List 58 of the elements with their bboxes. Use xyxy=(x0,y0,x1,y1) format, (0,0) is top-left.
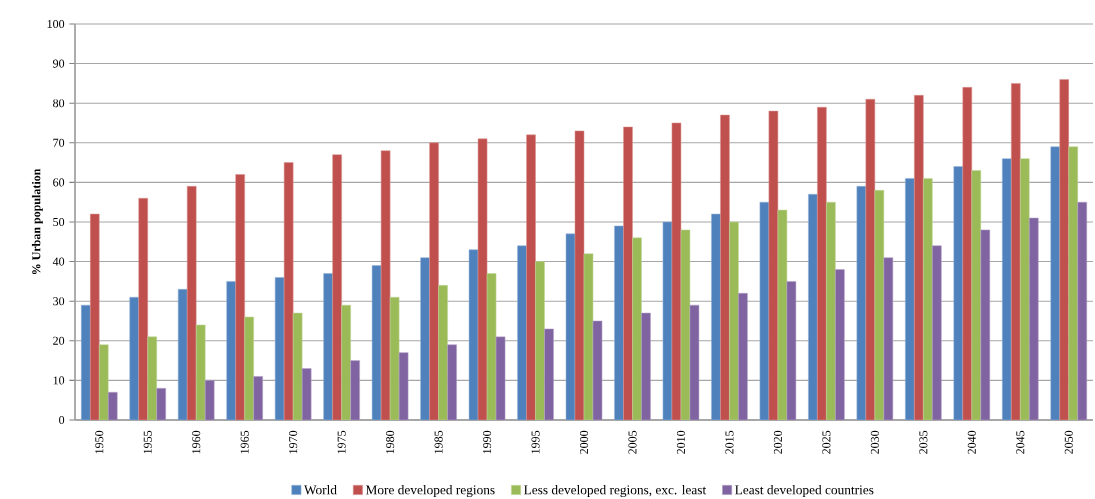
x-tick-label: 2030 xyxy=(870,430,879,454)
x-tick-label: 1960 xyxy=(192,430,201,454)
x-tick-label: 1970 xyxy=(289,430,298,454)
x-tick-label: 2025 xyxy=(822,430,831,454)
x-tick-label: 2045 xyxy=(1016,430,1025,454)
bar xyxy=(1059,79,1070,420)
bar xyxy=(429,142,439,420)
bar xyxy=(574,130,585,420)
bar xyxy=(332,154,342,420)
legend-label: Less developed regions, exc. least xyxy=(524,484,707,498)
bar xyxy=(89,213,100,420)
y-axis-title: % Urban population xyxy=(31,168,43,275)
y-tick-label: 90 xyxy=(52,59,65,68)
x-tick-label: 2005 xyxy=(628,430,637,454)
x-tick-label: 1955 xyxy=(143,430,152,454)
x-tick-label: 1985 xyxy=(434,430,443,454)
x-tick-label: 1990 xyxy=(483,430,492,454)
x-tick-label: 2000 xyxy=(579,430,589,454)
x-tick-label: 2040 xyxy=(967,430,976,454)
bar xyxy=(380,150,391,420)
bar xyxy=(817,106,827,420)
y-tick-label: 60 xyxy=(53,178,65,187)
bar xyxy=(671,122,682,420)
bar xyxy=(235,174,245,420)
x-tick-label: 2020 xyxy=(773,430,782,454)
y-tick-label: 0 xyxy=(59,415,65,425)
x-tick-label: 2035 xyxy=(919,430,928,454)
bar xyxy=(186,186,197,420)
bar xyxy=(914,95,924,420)
x-tick-label: 2015 xyxy=(725,430,734,454)
x-tick-label: 1950 xyxy=(95,430,104,454)
bar xyxy=(138,197,148,420)
legend-label: World xyxy=(304,484,337,495)
bar xyxy=(1011,83,1021,420)
x-tick-label: 1980 xyxy=(386,430,395,454)
y-tick-label: 80 xyxy=(53,99,65,108)
y-tick-label: 10 xyxy=(53,376,65,385)
legend-label: More developed regions xyxy=(365,484,495,498)
bar xyxy=(768,110,779,420)
bar xyxy=(865,98,876,420)
y-tick-label: 40 xyxy=(52,257,65,266)
x-tick-label: 2010 xyxy=(676,430,686,454)
y-tick-label: 30 xyxy=(53,297,65,306)
bar xyxy=(623,126,633,420)
bar xyxy=(283,162,294,420)
x-tick-label: 1995 xyxy=(531,430,540,454)
y-tick-label: 100 xyxy=(47,19,65,29)
y-tick-label: 50 xyxy=(53,217,65,227)
bar xyxy=(720,114,730,420)
legend-label: Least developed countries xyxy=(735,484,874,498)
y-tick-label: 20 xyxy=(53,336,65,345)
x-tick-label: 1965 xyxy=(240,430,249,454)
x-tick-label: 1975 xyxy=(337,430,346,454)
x-tick-label: 2050 xyxy=(1064,430,1073,454)
bar xyxy=(962,87,973,420)
y-tick-label: 70 xyxy=(53,138,65,147)
bar xyxy=(526,134,536,420)
bar xyxy=(477,138,488,420)
